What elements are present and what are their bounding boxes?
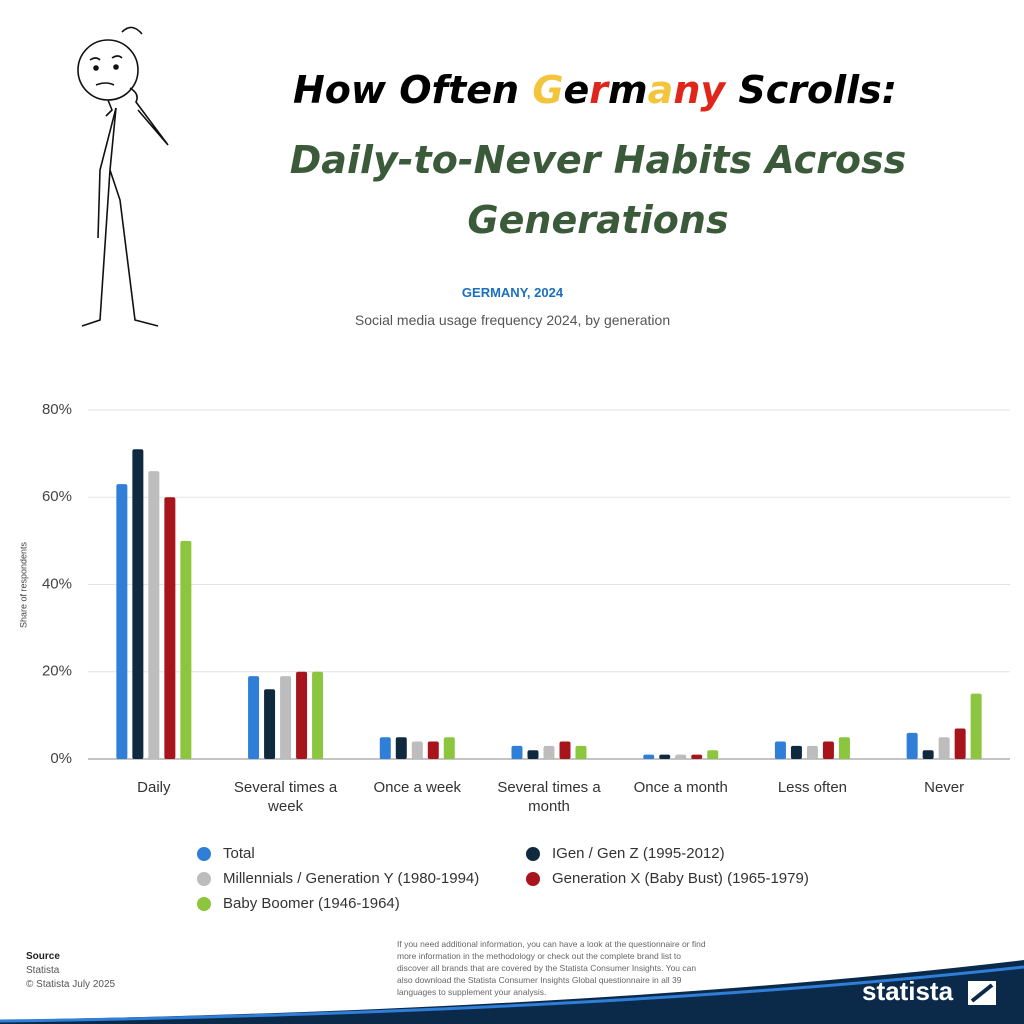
bar: [790, 745, 802, 759]
x-tick-label: Once a week: [373, 779, 462, 796]
bar: [806, 745, 818, 759]
bar: [116, 484, 128, 759]
title: How Often Germany Scrolls:: [200, 68, 990, 112]
bar: [822, 741, 834, 759]
bar: [312, 671, 324, 759]
bar: [443, 737, 455, 759]
title-part: a: [647, 68, 674, 112]
source-line: Statista: [26, 965, 60, 976]
legend-swatch: [197, 896, 211, 911]
legend-label: IGen / Gen Z (1995-2012): [552, 845, 725, 862]
bar: [922, 750, 934, 759]
legend-label: Generation X (Baby Bust) (1965-1979): [552, 870, 809, 887]
x-tick-label: Once a month: [633, 779, 728, 796]
y-tick-label: 80%: [42, 401, 72, 418]
bar: [148, 471, 160, 759]
illustration: [77, 26, 169, 327]
bar: [511, 745, 523, 759]
headline: Daily-to-Never Habits Across Generations: [289, 138, 907, 242]
x-tick-label: Several times a month: [497, 779, 601, 815]
y-tick-label: 60%: [42, 488, 72, 505]
bar: [575, 745, 587, 759]
bar: [774, 741, 786, 759]
bar: [296, 671, 308, 759]
bar: [691, 754, 703, 759]
note: If you need additional information, you …: [397, 939, 706, 997]
bar: [970, 693, 982, 759]
bar: [954, 728, 966, 759]
legend-label: Baby Boomer (1946-1964): [223, 895, 400, 912]
title-part: G: [532, 68, 564, 112]
chart-header: GERMANY, 2024: [461, 285, 564, 300]
x-tick-label: Several times a week: [233, 779, 338, 815]
chart-subtitle: Social media usage frequency 2024, by ge…: [354, 312, 671, 328]
bar: [906, 732, 918, 759]
bar: [838, 737, 850, 759]
x-tick-label: Never: [924, 779, 965, 796]
y-tick-label: 40%: [42, 575, 72, 592]
title-part: Scrolls:: [725, 68, 897, 112]
x-tick-label: Less often: [777, 779, 848, 796]
chart: Share of respondents 0% 20% 40% 60% 80%: [18, 401, 1010, 767]
bar: [427, 741, 439, 759]
footer-swoosh: [0, 960, 1024, 1024]
legend-swatch: [197, 846, 211, 861]
legend-item[interactable]: Generation X (Baby Bust) (1965-1979): [526, 870, 809, 887]
bar: [938, 737, 950, 759]
legend-swatch: [526, 871, 540, 886]
bar: [264, 689, 276, 759]
source: Source Statista © Statista July 2025: [26, 950, 115, 992]
bar: [411, 741, 423, 759]
x-tick-label: Daily: [137, 779, 171, 796]
title-part: ny: [673, 68, 726, 112]
legend-item[interactable]: Total: [197, 845, 255, 862]
bar: [180, 540, 192, 759]
legend-item[interactable]: Millennials / Generation Y (1980-1994): [197, 870, 479, 887]
y-tick-label: 0%: [50, 750, 72, 767]
legend-item[interactable]: Baby Boomer (1946-1964): [197, 895, 400, 912]
bar: [675, 754, 687, 759]
legend-label: Total: [223, 845, 255, 862]
bar: [527, 750, 539, 759]
title-part: r: [589, 68, 609, 112]
bar: [132, 449, 144, 759]
brand-logo: statista: [862, 976, 954, 1006]
source-line: © Statista July 2025: [26, 979, 116, 990]
bar: [559, 741, 571, 759]
bar: [248, 676, 260, 759]
source-label: Source: [26, 951, 60, 962]
title-part: m: [608, 68, 648, 112]
y-tick-label: 20%: [42, 663, 72, 680]
bar: [659, 754, 671, 759]
legend-item[interactable]: IGen / Gen Z (1995-2012): [526, 845, 725, 862]
title-part: e: [563, 68, 590, 112]
bar: [643, 754, 655, 759]
bar: [280, 676, 292, 759]
y-axis-label: Share of respondents: [18, 541, 28, 628]
legend-label: Millennials / Generation Y (1980-1994): [223, 870, 480, 887]
bar: [707, 750, 719, 759]
bar: [395, 737, 407, 759]
bar: [164, 497, 176, 759]
bar: [543, 745, 555, 759]
title-part: How Often: [293, 68, 533, 112]
bar: [379, 737, 391, 759]
legend-swatch: [526, 846, 540, 861]
legend-swatch: [197, 871, 211, 886]
